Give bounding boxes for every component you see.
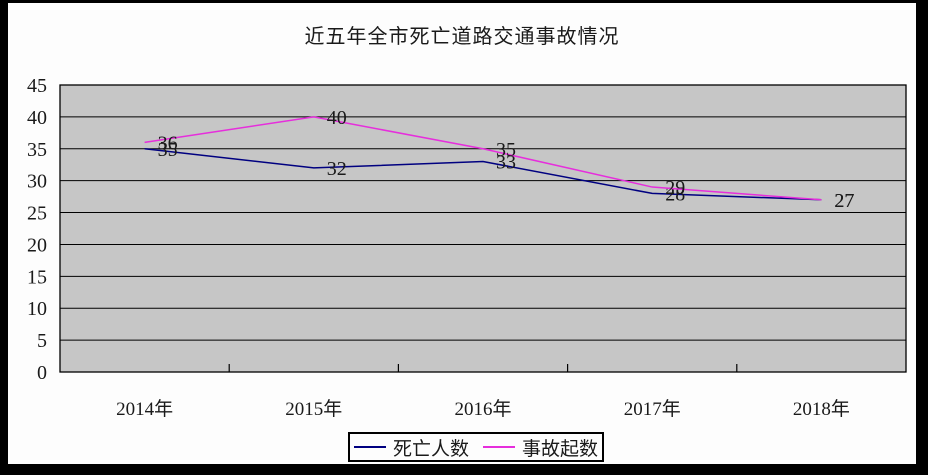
line-chart: 0 5 10 15 20 25 30 35 40 45 2014年 2015年 2016年 2017年 20… (27, 75, 907, 420)
data-point-label: 32 (327, 158, 347, 180)
data-point-label: 29 (665, 177, 685, 199)
y-axis-tick-label: 20 (27, 234, 47, 256)
legend-item-accidents: 事故起数 (483, 434, 598, 461)
data-point-label: 33 (496, 152, 516, 174)
legend-line-swatch-deaths-icon (353, 446, 386, 448)
y-axis-tick-label: 10 (27, 298, 47, 320)
x-axis-category-label: 2015年 (285, 398, 342, 420)
plot-area (60, 85, 906, 372)
legend-label-accidents: 事故起数 (522, 438, 599, 460)
x-axis-category-label: 2016年 (454, 398, 511, 420)
data-point-label: 36 (158, 132, 178, 154)
legend-label-deaths: 死亡人数 (392, 438, 469, 460)
legend-item-deaths: 死亡人数 (353, 434, 469, 461)
y-axis-tick-label: 40 (27, 107, 47, 129)
x-axis-category-label: 2017年 (624, 398, 681, 420)
data-point-label: 27 (834, 190, 854, 212)
y-axis-tick-label: 5 (37, 330, 47, 352)
series-line-0 (144, 148, 822, 201)
legend: 死亡人数 事故起数 (348, 432, 604, 462)
data-point-label: 35 (158, 139, 178, 161)
y-axis-tick-label: 25 (27, 203, 47, 225)
x-axis-category-label: 2014年 (116, 398, 173, 420)
y-axis-tick-label: 0 (37, 362, 47, 384)
chart-title: 近五年全市死亡道路交通事故情况 (304, 26, 620, 48)
y-axis-tick-label: 30 (27, 171, 47, 193)
y-axis-tick-label: 45 (27, 75, 47, 97)
data-point-label: 35 (496, 139, 516, 161)
data-point-label: 40 (327, 107, 347, 129)
series-line-1 (144, 116, 822, 201)
y-axis-tick-label: 15 (27, 266, 47, 288)
data-point-label: 27 (834, 190, 854, 212)
y-axis-tick-label: 35 (27, 139, 47, 161)
plot-border (59, 84, 907, 373)
legend-line-swatch-accidents-icon (483, 446, 515, 448)
x-axis-category-label: 2018年 (793, 398, 850, 420)
